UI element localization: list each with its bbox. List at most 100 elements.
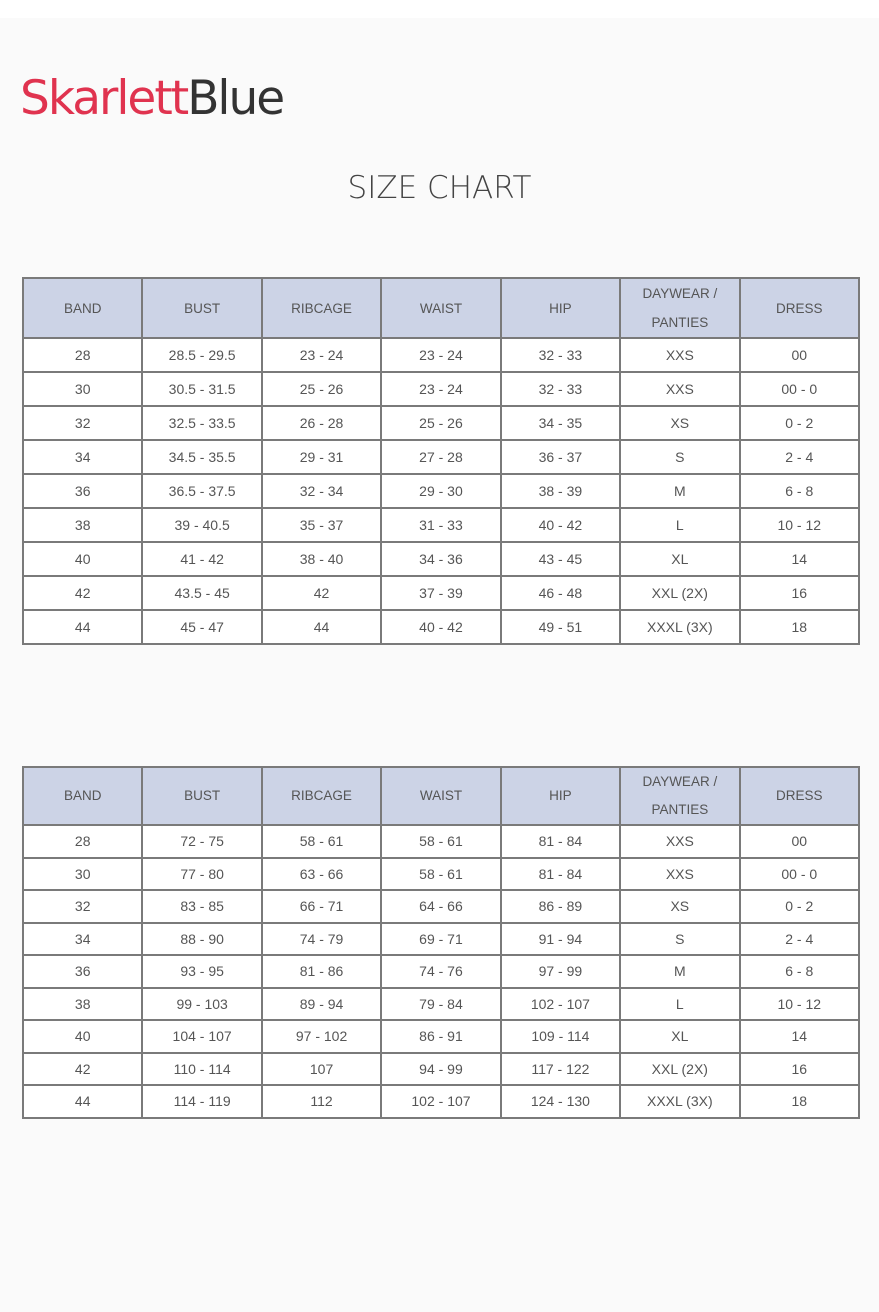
table-cell: 49 - 51 xyxy=(499,609,622,645)
table-cell: 112 xyxy=(260,1084,383,1119)
table-cell: 58 - 61 xyxy=(380,824,502,859)
table-cell: 81 - 84 xyxy=(499,856,622,891)
column-header: DRESS xyxy=(738,277,861,339)
table-row: 32 32.5 - 33.5 26 - 28 25 - 26 34 - 35 XS 0 - … xyxy=(21,405,861,441)
table-cell: 97 - 99 xyxy=(499,954,622,989)
table-cell: 43.5 - 45 xyxy=(141,575,263,611)
table-cell: 25 - 26 xyxy=(260,371,383,407)
table-cell: S xyxy=(619,921,741,956)
table-cell: 63 - 66 xyxy=(260,856,383,891)
header-row: BAND BUST RIBCAGE WAIST HIP DAYWEAR / PANTIES… xyxy=(21,277,861,339)
table-cell: 89 - 94 xyxy=(260,986,383,1021)
table-cell: 34 xyxy=(21,921,144,956)
table-cell: 28.5 - 29.5 xyxy=(141,337,263,373)
table-cell: 32 xyxy=(21,889,144,924)
column-header: RIBCAGE xyxy=(260,277,383,339)
table-cell: 32 - 33 xyxy=(499,371,622,407)
table-cell: 40 - 42 xyxy=(380,609,502,645)
table-row: 42 43.5 - 45 42 37 - 39 46 - 48 XXL (2X) 16 xyxy=(21,575,861,611)
table-cell: XXXL (3X) xyxy=(619,609,741,645)
table-cell: XXS xyxy=(619,337,741,373)
table-cell: 10 - 12 xyxy=(738,507,861,543)
table-cell: 36 xyxy=(21,954,144,989)
table-row: 44 45 - 47 44 40 - 42 49 - 51 XXXL (3X) 18 xyxy=(21,609,861,645)
size-chart-inches: BAND BUST RIBCAGE WAIST HIP DAYWEAR / PANTIES… xyxy=(21,277,861,645)
table-cell: XXS xyxy=(619,371,741,407)
column-header: HIP xyxy=(499,766,622,826)
brand-logo-part2: Blue xyxy=(187,71,285,126)
table-row: 36 36.5 - 37.5 32 - 34 29 - 30 38 - 39 M 6 - 8 xyxy=(21,473,861,509)
table-cell: 6 - 8 xyxy=(738,954,861,989)
table-cell: XXXL (3X) xyxy=(619,1084,741,1119)
table-row: 40 104 - 107 97 - 102 86 - 91 109 - 114 XL 14 xyxy=(21,1019,861,1054)
header-row: BAND BUST RIBCAGE WAIST HIP DAYWEAR / PANTIES… xyxy=(21,766,861,826)
table-cell: 39 - 40.5 xyxy=(141,507,263,543)
table-cell: 31 - 33 xyxy=(380,507,502,543)
table-cell: 42 xyxy=(260,575,383,611)
table-cell: 28 xyxy=(21,337,144,373)
table-cell: 109 - 114 xyxy=(499,1019,622,1054)
column-header: WAIST xyxy=(380,277,502,339)
table-cell: 0 - 2 xyxy=(738,889,861,924)
column-header: DRESS xyxy=(738,766,861,826)
column-header: RIBCAGE xyxy=(260,766,383,826)
table-cell: 6 - 8 xyxy=(738,473,861,509)
table-cell: 66 - 71 xyxy=(260,889,383,924)
table-cell: 43 - 45 xyxy=(499,541,622,577)
table-cell: 27 - 28 xyxy=(380,439,502,475)
table-cell: 35 - 37 xyxy=(260,507,383,543)
table-cell: 86 - 89 xyxy=(499,889,622,924)
page-title: SIZE CHART xyxy=(347,170,532,206)
table-cell: 64 - 66 xyxy=(380,889,502,924)
table-cell: 91 - 94 xyxy=(499,921,622,956)
table-row: 34 34.5 - 35.5 29 - 31 27 - 28 36 - 37 S 2 - 4 xyxy=(21,439,861,475)
table-row: 32 83 - 85 66 - 71 64 - 66 86 - 89 XS 0 - 2 xyxy=(21,889,861,924)
table-cell: 30 xyxy=(21,371,144,407)
table-row: 30 77 - 80 63 - 66 58 - 61 81 - 84 XXS 00 - 0 xyxy=(21,856,861,891)
table-cell: XS xyxy=(619,889,741,924)
table-cell: 16 xyxy=(738,575,861,611)
table-cell: 44 xyxy=(21,1084,144,1119)
table-row: 42 110 - 114 107 94 - 99 117 - 122 XXL (2X) 16 xyxy=(21,1051,861,1086)
table-cell: S xyxy=(619,439,741,475)
column-header: HIP xyxy=(499,277,622,339)
table-cell: 40 xyxy=(21,1019,144,1054)
table-cell: 36.5 - 37.5 xyxy=(141,473,263,509)
table-cell: 23 - 24 xyxy=(260,337,383,373)
table-cell: 114 - 119 xyxy=(141,1084,263,1119)
table-cell: 45 - 47 xyxy=(141,609,263,645)
table-cell: 32 xyxy=(21,405,144,441)
table-cell: XXS xyxy=(619,856,741,891)
table-cell: 34.5 - 35.5 xyxy=(141,439,263,475)
top-strip xyxy=(0,0,879,18)
brand-logo: SkarlettBlue xyxy=(20,71,285,126)
table-cell: 14 xyxy=(738,1019,861,1054)
table-cell: 00 xyxy=(738,337,861,373)
table-cell: 30 xyxy=(21,856,144,891)
table-cell: 42 xyxy=(21,1051,144,1086)
table-cell: 38 - 40 xyxy=(260,541,383,577)
table-cell: 2 - 4 xyxy=(738,439,861,475)
table-cell: 110 - 114 xyxy=(141,1051,263,1086)
table-cell: 16 xyxy=(738,1051,861,1086)
column-header: BUST xyxy=(141,277,263,339)
table-cell: 42 xyxy=(21,575,144,611)
table-cell: 30.5 - 31.5 xyxy=(141,371,263,407)
table-cell: 38 - 39 xyxy=(499,473,622,509)
table-cell: XXL (2X) xyxy=(619,575,741,611)
table-cell: 77 - 80 xyxy=(141,856,263,891)
table-cell: 00 - 0 xyxy=(738,371,861,407)
table-cell: 0 - 2 xyxy=(738,405,861,441)
column-header: WAIST xyxy=(380,766,502,826)
table-cell: 18 xyxy=(738,609,861,645)
table-cell: 23 - 24 xyxy=(380,337,502,373)
table-cell: 124 - 130 xyxy=(499,1084,622,1119)
table-row: 30 30.5 - 31.5 25 - 26 23 - 24 32 - 33 XXS 00 … xyxy=(21,371,861,407)
table-cell: M xyxy=(619,954,741,989)
table-cell: XXL (2X) xyxy=(619,1051,741,1086)
column-header: BAND xyxy=(21,766,144,826)
table-cell: 18 xyxy=(738,1084,861,1119)
table-cell: 00 xyxy=(738,824,861,859)
table-cell: 38 xyxy=(21,507,144,543)
table-cell: XL xyxy=(619,1019,741,1054)
